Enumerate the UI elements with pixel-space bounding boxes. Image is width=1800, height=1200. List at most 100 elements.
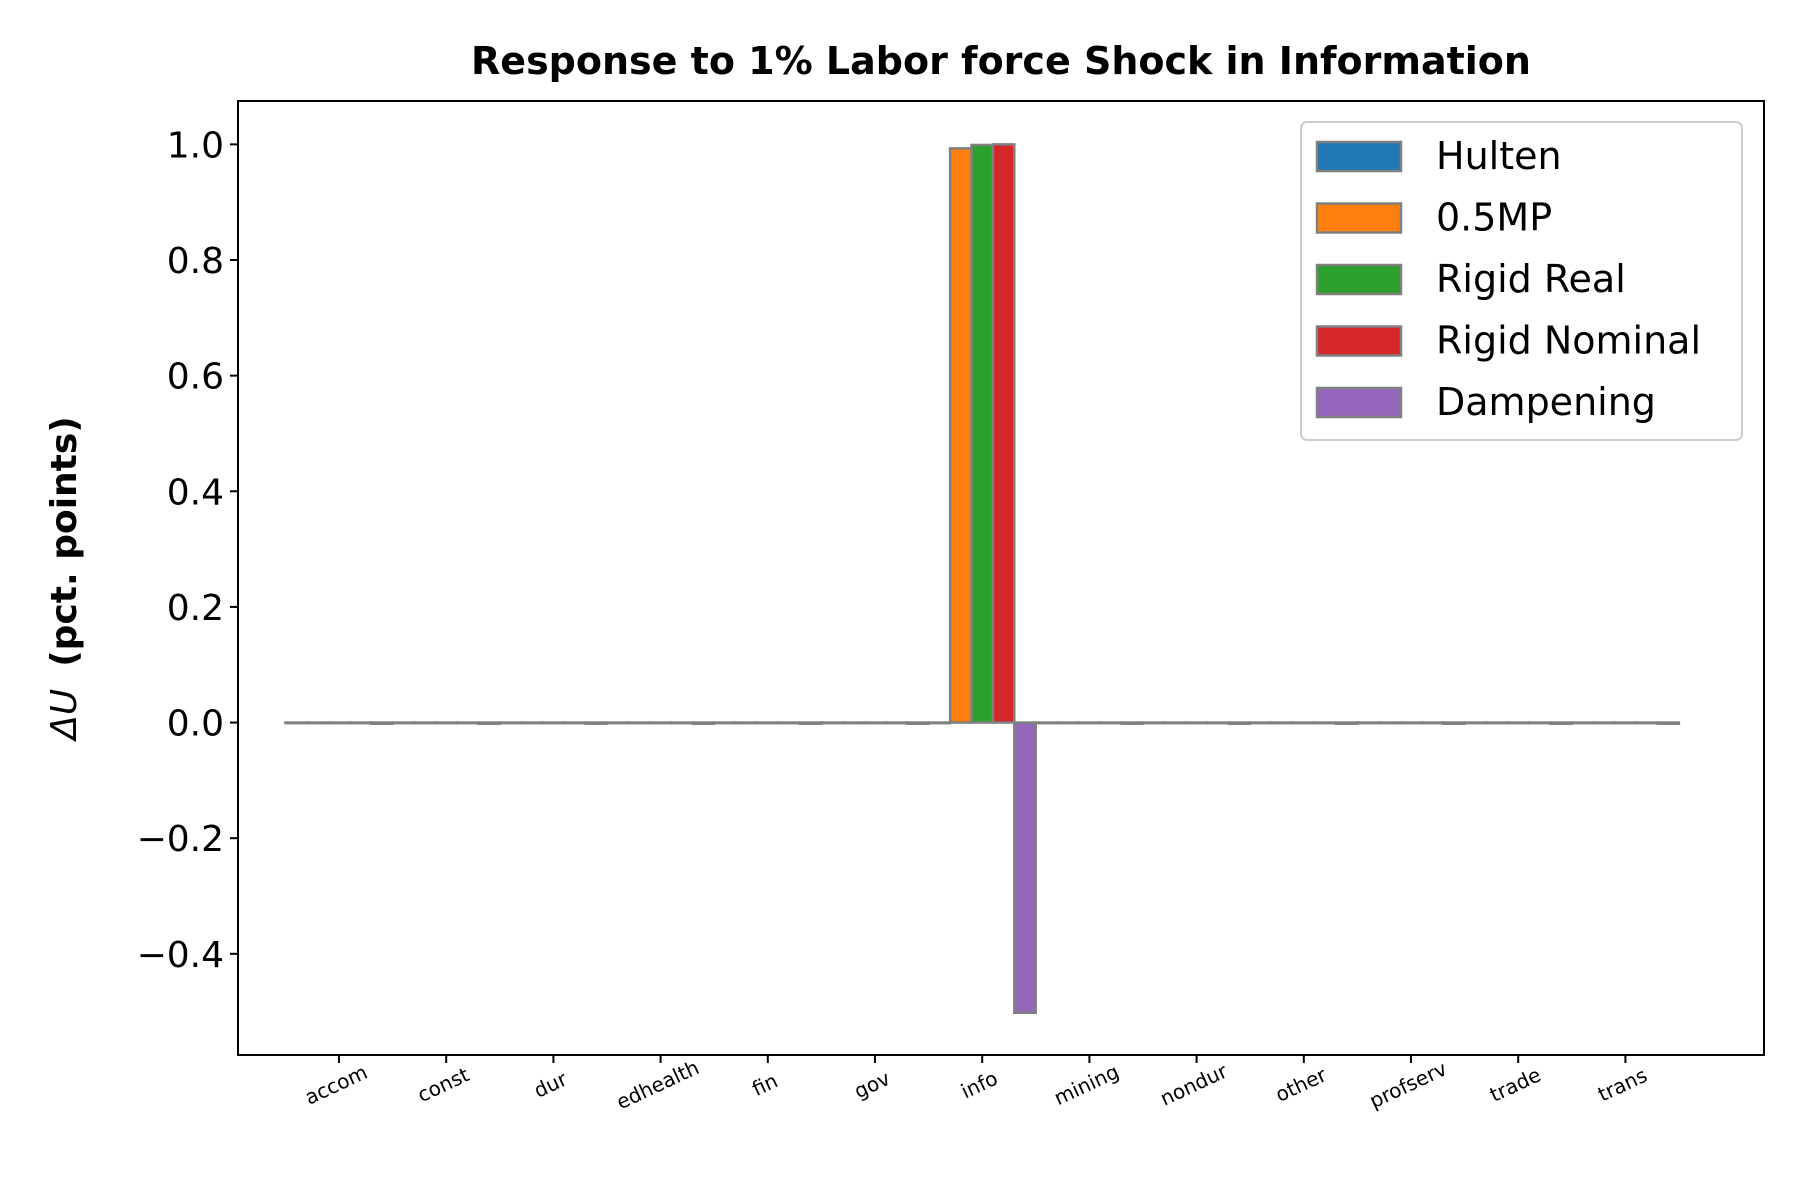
legend-swatch	[1315, 202, 1403, 234]
x-tick-label: profserv	[1366, 1056, 1451, 1113]
bar-rigid-nominal-profserv	[1420, 721, 1445, 725]
y-tick-label: −0.4	[137, 935, 224, 976]
x-tick-label: fin	[748, 1068, 781, 1100]
legend-label: Dampening	[1436, 380, 1656, 424]
bar-0-5mp-nondur	[1163, 721, 1188, 725]
legend-label: 0.5MP	[1436, 196, 1552, 240]
bar-0-5mp-info	[948, 147, 973, 724]
plot-frame	[237, 100, 1765, 1056]
bar-dampening-other	[1334, 721, 1359, 725]
bar-rigid-real-trade	[1506, 721, 1531, 725]
bar-hulten-gov	[820, 721, 845, 725]
bar-0-5mp-fin	[734, 721, 759, 725]
bar-rigid-real-profserv	[1399, 721, 1423, 725]
x-tick-label: info	[957, 1066, 1001, 1104]
y-tick-label: 0.8	[167, 241, 224, 282]
bar-hulten-trans	[1570, 721, 1595, 725]
bar-rigid-nominal-const	[455, 721, 480, 725]
bar-0-5mp-profserv	[1377, 721, 1402, 725]
bar-rigid-nominal-info	[991, 143, 1016, 724]
bar-dampening-gov	[905, 721, 930, 725]
bar-0-5mp-trans	[1592, 721, 1616, 725]
bar-rigid-real-info	[970, 143, 995, 724]
y-tick-label: −0.2	[137, 819, 224, 860]
bar-hulten-fin	[713, 721, 737, 725]
x-tick-label: other	[1272, 1062, 1331, 1107]
bar-hulten-accom	[284, 721, 309, 725]
y-tick-label: 0.6	[167, 357, 224, 398]
bar-hulten-mining	[1034, 721, 1059, 725]
bar-rigid-real-nondur	[1184, 721, 1209, 725]
bar-dampening-edhealth	[691, 721, 716, 725]
x-tick-label: edhealth	[613, 1055, 703, 1114]
x-tick-label: trans	[1594, 1063, 1651, 1106]
y-tick-label: 0.2	[167, 588, 224, 629]
y-axis-label-symbol: ΔU	[44, 689, 85, 743]
svg-text:ΔU(pct. points): ΔU (pct. points)	[44, 416, 85, 743]
bar-rigid-real-gov	[863, 721, 887, 725]
bar-rigid-real-mining	[1077, 721, 1102, 725]
bar-rigid-nominal-fin	[777, 721, 802, 725]
bar-hulten-const	[391, 721, 416, 725]
bar-rigid-nominal-trade	[1527, 721, 1552, 725]
legend-swatch	[1315, 386, 1403, 419]
bar-rigid-real-accom	[327, 721, 351, 725]
legend-label: Rigid Real	[1436, 257, 1626, 301]
bar-rigid-nominal-edhealth	[670, 721, 694, 725]
x-tick-label: accom	[301, 1060, 371, 1110]
x-axis: accom const dur edhealth fin gov info mining non…	[301, 1055, 1651, 1114]
y-axis-label: ΔU (pct. points)	[44, 416, 85, 743]
bar-dampening-fin	[798, 721, 823, 725]
x-tick-label: nondur	[1156, 1058, 1231, 1110]
bar-dampening-mining	[1120, 721, 1145, 725]
legend-box	[1300, 121, 1743, 441]
bar-dampening-trade	[1549, 721, 1573, 725]
bar-rigid-nominal-other	[1313, 721, 1338, 725]
x-tick-label: trade	[1486, 1063, 1544, 1107]
bar-0-5mp-other	[1270, 721, 1295, 725]
bar-rigid-real-other	[1291, 721, 1316, 725]
legend-swatch	[1315, 263, 1403, 296]
bar-hulten-edhealth	[605, 721, 630, 725]
bar-rigid-real-edhealth	[648, 721, 673, 725]
bar-rigid-nominal-mining	[1098, 721, 1123, 725]
y-axis: −0.4 −0.2 0.0 0.2 0.4 0.6 0.8 1.0	[137, 125, 238, 976]
y-tick-label: 1.0	[167, 125, 224, 166]
legend-label: Rigid Nominal	[1436, 319, 1701, 363]
legend-swatch	[1315, 140, 1403, 173]
legend-swatch	[1315, 325, 1403, 357]
bar-hulten-dur	[498, 721, 523, 725]
bar-rigid-real-const	[434, 721, 459, 725]
x-tick-label: const	[414, 1062, 473, 1107]
x-tick-label: mining	[1050, 1059, 1122, 1110]
bar-rigid-nominal-accom	[348, 721, 373, 725]
bar-rigid-real-dur	[541, 721, 566, 725]
bar-rigid-nominal-gov	[884, 721, 909, 725]
bar-0-5mp-gov	[841, 721, 866, 725]
y-axis-label-unit: (pct. points)	[44, 416, 85, 667]
bar-hulten-info	[927, 721, 952, 725]
bar-rigid-real-trans	[1613, 721, 1638, 725]
y-tick-label: 0.0	[167, 704, 224, 745]
x-tick-label: dur	[530, 1066, 571, 1102]
bar-hulten-nondur	[1141, 721, 1166, 725]
bar-dampening-accom	[369, 721, 394, 725]
bar-dampening-dur	[584, 721, 609, 725]
bar-dampening-const	[477, 721, 501, 725]
bar-dampening-trans	[1656, 721, 1681, 725]
bar-0-5mp-mining	[1056, 721, 1080, 725]
legend: Hulten 0.5MP Rigid Real Rigid Nominal Dampen…	[1300, 121, 1743, 441]
chart-title: Response to 1% Labor force Shock in Info…	[471, 39, 1531, 83]
bar-0-5mp-trade	[1484, 721, 1509, 725]
bar-dampening-nondur	[1227, 721, 1252, 725]
bar-0-5mp-dur	[520, 721, 544, 725]
bar-dampening-info	[1013, 721, 1037, 1015]
bar-0-5mp-accom	[305, 721, 330, 725]
x-tick-label: gov	[850, 1066, 894, 1103]
legend-label: Hulten	[1436, 134, 1562, 178]
bar-dampening-profserv	[1441, 721, 1466, 725]
bar-rigid-nominal-nondur	[1206, 721, 1230, 725]
bar-0-5mp-const	[412, 721, 437, 725]
bar-0-5mp-edhealth	[627, 721, 652, 725]
bar-rigid-nominal-trans	[1634, 721, 1659, 725]
